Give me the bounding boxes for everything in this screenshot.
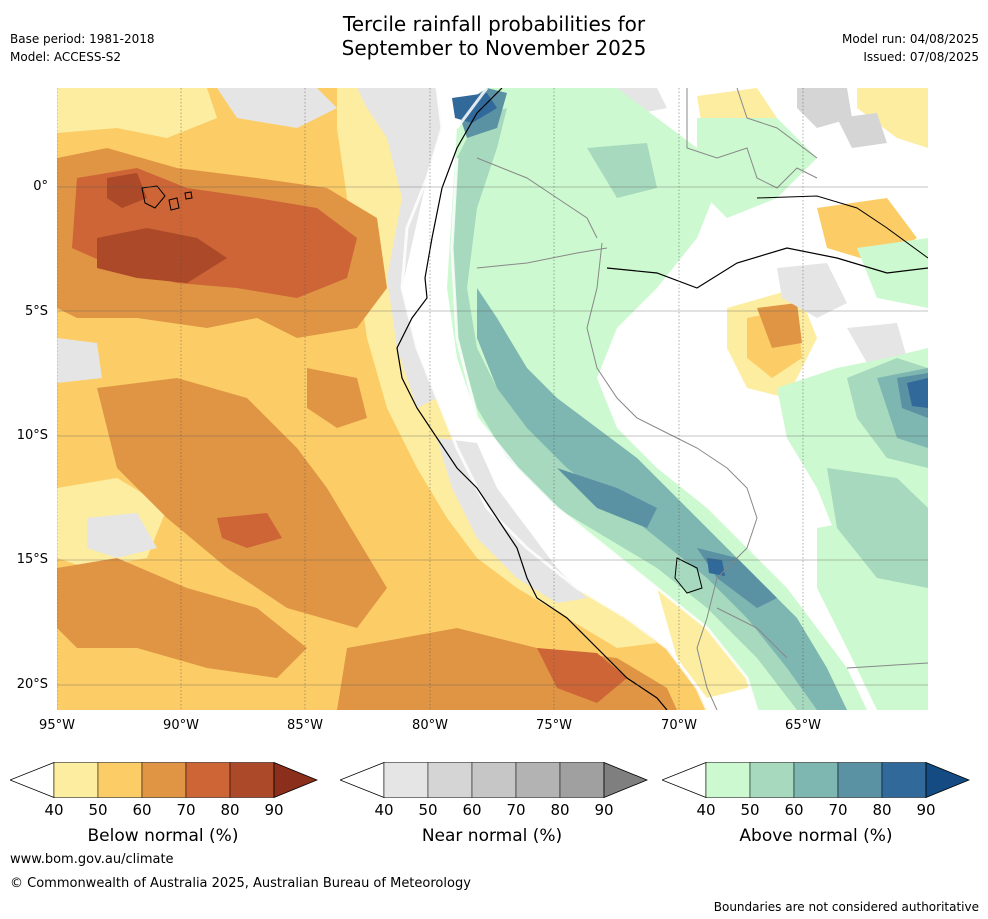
colorbar-min-extension <box>340 762 385 798</box>
header-right: Model run: 04/08/2025 Issued: 07/08/2025 <box>842 30 979 66</box>
colorbar-title-near: Near normal (%) <box>421 826 563 846</box>
colorbar-segment <box>559 762 605 798</box>
colorbar-segment <box>141 762 187 798</box>
colorbar-segment <box>881 762 927 798</box>
colorbar-tick-label: 70 <box>506 801 526 819</box>
lon-label-85w: 85°W <box>287 718 323 733</box>
map-title: Tercile rainfall probabilities for Septe… <box>0 12 988 60</box>
lat-label-20s: 20°S <box>16 677 48 692</box>
colorbar-segment <box>793 762 839 798</box>
lon-label-65w: 65°W <box>785 718 821 733</box>
colorbar-tick-label: 60 <box>462 801 482 819</box>
title-line-1: Tercile rainfall probabilities for <box>342 12 646 36</box>
footer-disclaimer: Boundaries are not considered authoritat… <box>713 900 979 914</box>
colorbar-min-extension <box>662 762 707 798</box>
colorbar-near-normal <box>340 762 648 798</box>
lat-label-0: 0° <box>33 179 48 194</box>
colorbar-tick-label: 90 <box>264 801 284 819</box>
model-text: Model: ACCESS-S2 <box>10 50 122 64</box>
footer-copyright: © Commonwealth of Australia 2025, Austra… <box>10 876 471 891</box>
above-normal-region <box>447 88 867 710</box>
colorbar-segment <box>229 762 275 798</box>
colorbar-max-extension <box>273 762 318 798</box>
colorbar-tick-label: 80 <box>872 801 892 819</box>
lon-label-75w: 75°W <box>536 718 572 733</box>
model-run-text: Model run: 04/08/2025 <box>841 32 979 46</box>
base-period-text: Base period: 1981-2018 <box>10 32 155 46</box>
colorbar-tick-label: 90 <box>594 801 614 819</box>
colorbar-title-below: Below normal (%) <box>87 826 239 846</box>
colorbar-above-normal <box>662 762 970 798</box>
colorbar-tick-label: 60 <box>132 801 152 819</box>
colorbar-tick-label: 80 <box>550 801 570 819</box>
lat-label-15s: 15°S <box>16 552 48 567</box>
colorbar-segment <box>749 762 795 798</box>
graticule <box>57 88 804 710</box>
rainfall-map <box>57 88 928 710</box>
colorbar-segment <box>97 762 143 798</box>
colorbar-tick-label: 80 <box>220 801 240 819</box>
colorbar-segment <box>185 762 231 798</box>
colorbar-tick-label: 50 <box>740 801 760 819</box>
colorbar-tick-label: 40 <box>374 801 394 819</box>
colorbar-max-extension <box>925 762 970 798</box>
colorbar-tick-label: 40 <box>696 801 716 819</box>
colorbar-segment <box>837 762 883 798</box>
header-left: Base period: 1981-2018 Model: ACCESS-S2 <box>10 30 155 66</box>
lon-label-90w: 90°W <box>163 718 199 733</box>
coastline <box>396 88 668 710</box>
lon-label-80w: 80°W <box>412 718 448 733</box>
near-normal-region <box>217 88 337 128</box>
colorbar-segment <box>515 762 561 798</box>
colorbar-min-extension <box>10 762 55 798</box>
colorbar-segment <box>705 762 751 798</box>
colorbar-segment <box>383 762 429 798</box>
colorbar-tick-label: 50 <box>418 801 438 819</box>
colorbar-tick-label: 40 <box>44 801 64 819</box>
colorbar-segment <box>427 762 473 798</box>
lon-label-70w: 70°W <box>661 718 697 733</box>
map-panel <box>57 88 928 710</box>
colorbar-title-above: Above normal (%) <box>739 826 893 846</box>
colorbar-tick-label: 90 <box>916 801 936 819</box>
colorbar-tick-label: 70 <box>176 801 196 819</box>
colorbar-segment <box>471 762 517 798</box>
issued-text: Issued: 07/08/2025 <box>863 50 979 64</box>
colorbar-below-normal <box>10 762 318 798</box>
colorbar-tick-label: 60 <box>784 801 804 819</box>
lat-label-5s: 5°S <box>24 304 48 319</box>
colorbar-segment <box>53 762 99 798</box>
colorbar-tick-label: 70 <box>828 801 848 819</box>
colorbar-max-extension <box>603 762 648 798</box>
title-line-2: September to November 2025 <box>341 36 647 60</box>
footer-url: www.bom.gov.au/climate <box>10 852 174 867</box>
colorbar-tick-label: 50 <box>88 801 108 819</box>
lat-label-10s: 10°S <box>16 428 48 443</box>
lon-label-95w: 95°W <box>39 718 75 733</box>
